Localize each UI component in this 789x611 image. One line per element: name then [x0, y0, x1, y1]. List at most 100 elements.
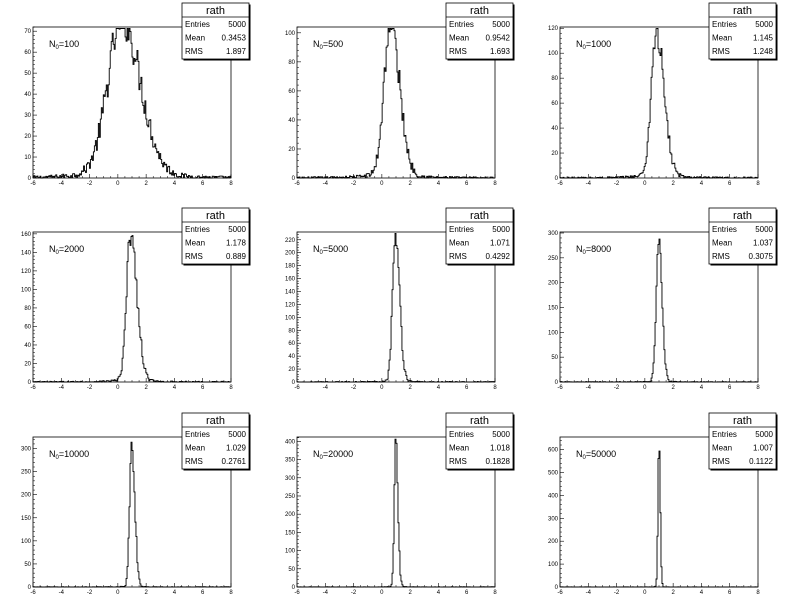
panel-1-stats-mean-value: 0.3453: [222, 34, 247, 43]
panel-4: -6 -4 -2 0 2 4 6 8020406080100120140160N0=2000r…: [21, 207, 251, 391]
panel-4-stats-rms-value: 0.889: [226, 252, 247, 261]
panel-8-stats-frame: [445, 412, 514, 470]
panel-3-y-tick-label: 60: [551, 101, 558, 107]
panel-5-x-tick-label: -4: [323, 385, 329, 391]
panel-1-stats-mean-label: Mean: [185, 34, 205, 43]
panel-3-stats-rms-label: RMS: [712, 47, 730, 56]
panel-7-stats-mean-label: Mean: [185, 444, 205, 453]
panel-9-x-axis: -6 -4 -2 0 2 4 6 8: [557, 583, 760, 596]
panel-8-x-tick-label: 2: [408, 590, 412, 596]
panel-9-x-tick-label: 8: [756, 590, 760, 596]
panel-6-histogram-line: [559, 238, 758, 383]
panel-4-stats-mean-value: 1.178: [226, 239, 247, 248]
panel-6-x-tick-label: -6: [557, 385, 563, 391]
panel-5-n0-subscript: 0: [320, 250, 324, 256]
panel-4-x-tick-label: -6: [30, 385, 36, 391]
panel-4-y-tick-label: 60: [24, 324, 31, 330]
panel-4-stats-title: rath: [206, 210, 225, 222]
panel-8-x-tick-label: 0: [380, 590, 384, 596]
panel-1-y-tick-label: 50: [24, 71, 31, 77]
panel-4-y-tick-label: 100: [21, 287, 32, 293]
panel-8-y-tick-label: 100: [285, 549, 296, 555]
panel-9-stats-entries-label: Entries: [712, 430, 737, 439]
panel-5-x-tick-label: -2: [351, 385, 357, 391]
panel-5-stats-title: rath: [470, 210, 489, 222]
panel-3-y-tick-label: 100: [548, 51, 559, 57]
panel-4-y-tick-label: 160: [21, 232, 32, 238]
panel-8-y-tick-label: 0: [292, 585, 296, 591]
panel-9-stats-title: rath: [733, 415, 752, 427]
panel-7-y-tick-label: 200: [21, 493, 32, 499]
panel-3: -6 -4 -2 0 2 4 6 8020406080100120N0=1000rathEnt…: [548, 2, 778, 187]
panel-3-y-tick-label: 120: [548, 26, 559, 32]
panel-2-stats-entries-label: Entries: [449, 20, 474, 29]
panel-3-stats-entries-value: 5000: [755, 20, 773, 29]
panel-3-stats-mean-label: Mean: [712, 34, 732, 43]
panel-4-stats-entries-label: Entries: [185, 225, 210, 234]
panel-4-y-tick-label: 20: [24, 361, 31, 367]
panel-8-n0-value: =20000: [323, 449, 353, 459]
panel-6-stats-rms-label: RMS: [712, 252, 730, 261]
panel-3-x-tick-label: -6: [557, 181, 563, 187]
panel-6: -6 -4 -2 0 2 4 6 8050100150200250300N0=8000rath…: [548, 207, 778, 391]
panel-8-y-tick-label: 350: [285, 458, 296, 464]
panel-4-n0-value: =2000: [59, 244, 84, 254]
panel-6-stats-entries-label: Entries: [712, 225, 737, 234]
panel-7-stats-rms-value: 0.2761: [222, 457, 247, 466]
panel-4-x-axis: -6 -4 -2 0 2 4 6 8: [30, 378, 233, 391]
panel-2-x-tick-label: -2: [351, 181, 357, 187]
panel-7-stats-rms-label: RMS: [185, 457, 203, 466]
panel-8-stats-box: rath Entries 5000 Mean 1.018 RMS 0.1828: [445, 412, 515, 471]
panel-1-y-tick-label: 0: [28, 176, 32, 182]
panel-6-y-tick-label: 50: [551, 355, 558, 361]
panel-1: -6 -4 -2 0 2 4 6 8010203040506070N0=100rathEntr…: [24, 2, 251, 187]
panel-2-n0-main: N: [313, 39, 320, 49]
panel-2-x-tick-label: 8: [493, 181, 497, 187]
panel-5-histogram-line: [296, 233, 495, 383]
panel-8-stats-mean-label: Mean: [449, 444, 469, 453]
panel-3-x-tick-label: 0: [643, 181, 647, 187]
panel-2-x-tick-label: 4: [437, 181, 441, 187]
panel-5-y-tick-label: 100: [285, 315, 296, 321]
panel-4-stats-frame: [181, 207, 250, 265]
panel-2-x-tick-label: 0: [380, 181, 384, 187]
panel-9-n0-main: N: [576, 449, 583, 459]
panel-7-y-tick-label: 50: [24, 562, 31, 568]
panel-5-x-tick-label: 0: [380, 385, 384, 391]
panel-6-x-tick-label: -2: [614, 385, 620, 391]
panel-2-n0-value: =500: [323, 39, 343, 49]
panel-6-n0-label: N0=8000: [576, 244, 611, 256]
panel-3-stats-mean-value: 1.145: [753, 34, 774, 43]
panel-6-n0-subscript: 0: [583, 250, 587, 256]
panel-7-x-axis: -6 -4 -2 0 2 4 6 8: [30, 583, 233, 596]
panel-2: -6 -4 -2 0 2 4 6 8020406080100N0=500rathEntries…: [285, 2, 515, 187]
panel-3-x-tick-label: 2: [671, 181, 675, 187]
panel-6-stats-box: rath Entries 5000 Mean 1.037 RMS 0.3075: [708, 207, 778, 266]
panel-9-histogram-line: [559, 450, 759, 588]
panel-6-x-tick-label: 6: [728, 385, 732, 391]
panel-9-stats-frame: [708, 412, 777, 470]
panel-5-y-tick-label: 0: [292, 380, 296, 386]
panel-6-x-tick-label: 4: [700, 385, 704, 391]
panel-9-n0-value: =50000: [586, 449, 616, 459]
panel-5-x-tick-label: 4: [437, 385, 441, 391]
panel-8-n0-subscript: 0: [320, 455, 324, 461]
panel-4-y-axis: 0 20 40 60 80 100 120 140 160: [21, 232, 37, 386]
panel-7-x-tick-label: 6: [201, 590, 205, 596]
panel-6-n0-value: =8000: [586, 244, 611, 254]
panel-3-x-tick-label: 4: [700, 181, 704, 187]
panel-6-y-tick-label: 250: [548, 256, 559, 262]
panel-1-n0-subscript: 0: [56, 45, 60, 51]
panel-4-stats-box: rath Entries 5000 Mean 1.178 RMS 0.889: [181, 207, 251, 266]
panel-1-x-tick-label: -4: [59, 181, 65, 187]
panel-5-y-tick-label: 60: [288, 341, 295, 347]
panel-8-x-tick-label: 6: [465, 590, 469, 596]
panel-9-n0-label: N0=50000: [576, 449, 616, 461]
panel-3-y-tick-label: 80: [551, 76, 558, 82]
panel-8-histogram-line: [296, 438, 496, 588]
panel-5-x-tick-label: -6: [294, 385, 300, 391]
panel-5-y-tick-label: 220: [285, 238, 296, 244]
panel-2-x-tick-label: -4: [323, 181, 329, 187]
